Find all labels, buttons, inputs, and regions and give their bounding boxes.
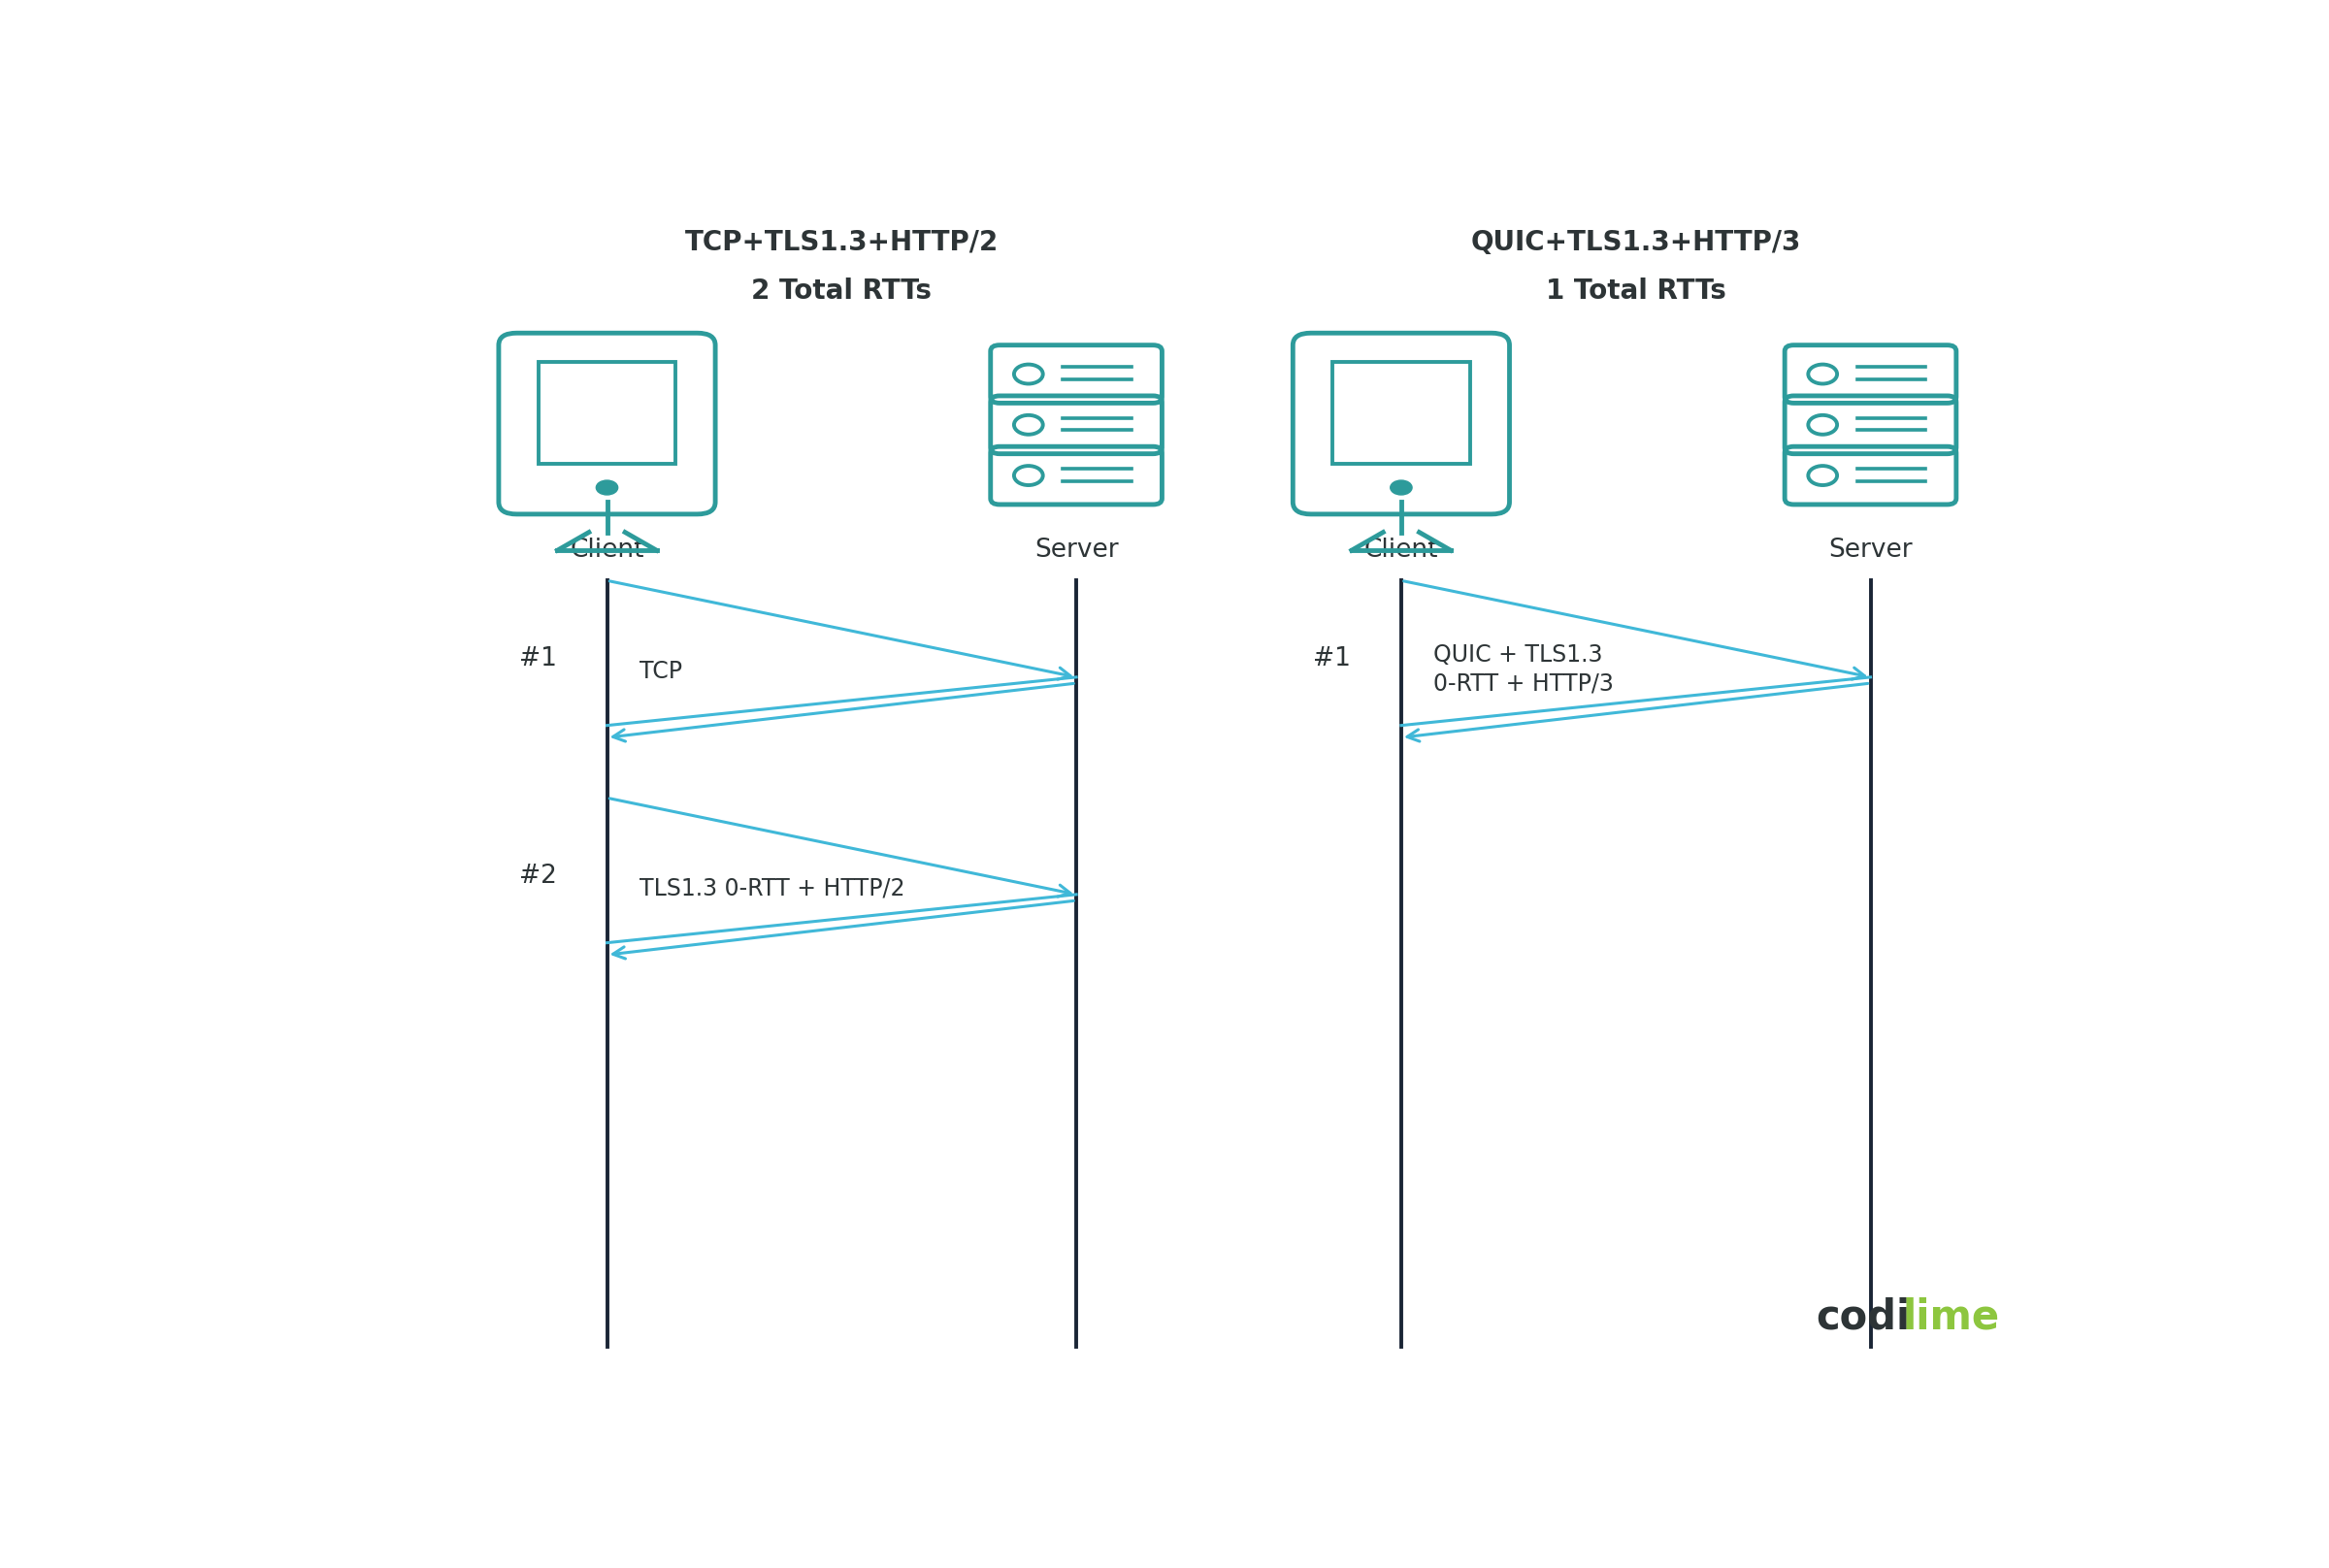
Text: QUIC + TLS1.3: QUIC + TLS1.3 <box>1435 644 1602 666</box>
Text: TLS1.3 0-RTT + HTTP/2: TLS1.3 0-RTT + HTTP/2 <box>640 877 906 900</box>
Text: TCP: TCP <box>640 660 682 682</box>
Text: Server: Server <box>1034 538 1118 563</box>
Text: 1 Total RTTs: 1 Total RTTs <box>1546 278 1726 304</box>
Text: #2: #2 <box>519 864 557 889</box>
Text: lime: lime <box>1903 1297 2001 1338</box>
Text: 0-RTT + HTTP/3: 0-RTT + HTTP/3 <box>1435 671 1614 695</box>
Text: Server: Server <box>1828 538 1912 563</box>
Bar <box>538 362 675 464</box>
Circle shape <box>1390 480 1411 495</box>
Text: codi: codi <box>1817 1297 1910 1338</box>
Text: Client: Client <box>571 538 645 563</box>
Text: Client: Client <box>1365 538 1439 563</box>
Circle shape <box>596 480 617 495</box>
Text: TCP+TLS1.3+HTTP/2: TCP+TLS1.3+HTTP/2 <box>685 229 999 256</box>
Text: #1: #1 <box>1314 646 1351 671</box>
Bar <box>1332 362 1470 464</box>
Text: QUIC+TLS1.3+HTTP/3: QUIC+TLS1.3+HTTP/3 <box>1470 229 1800 256</box>
Text: #1: #1 <box>519 646 557 671</box>
Text: 2 Total RTTs: 2 Total RTTs <box>752 278 932 304</box>
